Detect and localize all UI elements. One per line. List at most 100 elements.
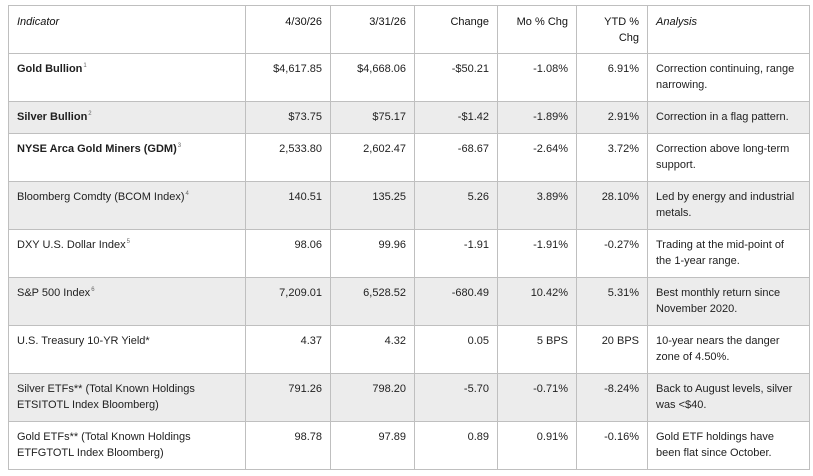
month-change-cell: 5 BPS — [497, 325, 577, 374]
table-row: DXY U.S. Dollar Index5 98.06 99.96 -1.91 -1.… — [8, 229, 810, 278]
change-cell: -$50.21 — [414, 53, 498, 102]
footnote-marker: 2 — [88, 111, 92, 118]
value-previous-cell: 798.20 — [330, 373, 415, 422]
month-change-cell: -1.91% — [497, 229, 577, 278]
value-current-cell: 98.78 — [245, 421, 331, 470]
table-row: Gold ETFs** (Total Known Holdings ETFGTO… — [8, 421, 810, 470]
value-previous-cell: $4,668.06 — [330, 53, 415, 102]
ytd-change-cell: 5.31% — [576, 277, 648, 326]
table-row: Silver Bullion2 $73.75 $75.17 -$1.42 -1.89% 2… — [8, 101, 810, 134]
value-current-cell: 4.37 — [245, 325, 331, 374]
ytd-change-cell: 20 BPS — [576, 325, 648, 374]
market-indicators-table: Indicator 4/30/26 3/31/26 Change Mo % Ch… — [8, 5, 810, 470]
change-cell: 5.26 — [414, 181, 498, 230]
change-cell: -680.49 — [414, 277, 498, 326]
indicator-name-cell: Gold Bullion1 — [8, 53, 246, 102]
indicator-name: S&P 500 Index — [17, 287, 91, 299]
indicator-name: DXY U.S. Dollar Index — [17, 239, 126, 251]
indicator-name-cell: U.S. Treasury 10-YR Yield* — [8, 325, 246, 374]
header-ytd-line2: Chg — [618, 32, 639, 44]
header-analysis: Analysis — [647, 5, 810, 54]
analysis-cell: Correction in a flag pattern. — [647, 101, 810, 134]
indicator-name: Gold Bullion — [17, 63, 83, 75]
indicator-name-cell: Silver Bullion2 — [8, 101, 246, 134]
table-row: Bloomberg Comdty (BCOM Index)4 140.51 135.… — [8, 181, 810, 230]
value-previous-cell: 99.96 — [330, 229, 415, 278]
header-month-change: Mo % Chg — [497, 5, 577, 54]
footnote-marker: 4 — [185, 191, 189, 198]
header-ytd-line1: YTD % — [604, 16, 639, 28]
indicator-name-cell: DXY U.S. Dollar Index5 — [8, 229, 246, 278]
value-previous-cell: 2,602.47 — [330, 133, 415, 182]
indicator-name: Silver Bullion — [17, 111, 88, 123]
analysis-cell: Best monthly return since November 2020. — [647, 277, 810, 326]
ytd-change-cell: 6.91% — [576, 53, 648, 102]
ytd-change-cell: -0.27% — [576, 229, 648, 278]
footnote-marker: 6 — [91, 287, 95, 294]
footnote-marker: 3 — [177, 143, 182, 150]
footnote-marker: 1 — [83, 63, 87, 70]
indicator-name-cell: Gold ETFs** (Total Known Holdings ETFGTO… — [8, 421, 246, 470]
table-row: Silver ETFs** (Total Known Holdings ETSI… — [8, 373, 810, 422]
ytd-change-cell: 28.10% — [576, 181, 648, 230]
ytd-change-cell: 2.91% — [576, 101, 648, 134]
indicator-name-cell: NYSE Arca Gold Miners (GDM)3 — [8, 133, 246, 182]
indicator-name-cell: Silver ETFs** (Total Known Holdings ETSI… — [8, 373, 246, 422]
month-change-cell: -1.89% — [497, 101, 577, 134]
table-row: Gold Bullion1 $4,617.85 $4,668.06 -$50.21 -1… — [8, 53, 810, 102]
change-cell: 0.89 — [414, 421, 498, 470]
change-cell: -1.91 — [414, 229, 498, 278]
month-change-cell: 10.42% — [497, 277, 577, 326]
value-current-cell: 2,533.80 — [245, 133, 331, 182]
header-indicator: Indicator — [8, 5, 246, 54]
indicator-name: Bloomberg Comdty (BCOM Index) — [17, 191, 185, 203]
ytd-change-cell: -8.24% — [576, 373, 648, 422]
table-header-row: Indicator 4/30/26 3/31/26 Change Mo % Ch… — [8, 5, 810, 54]
header-date-previous: 3/31/26 — [330, 5, 415, 54]
value-previous-cell: 135.25 — [330, 181, 415, 230]
value-previous-cell: 4.32 — [330, 325, 415, 374]
analysis-cell: Back to August levels, silver was <$40. — [647, 373, 810, 422]
table-row: U.S. Treasury 10-YR Yield* 4.37 4.32 0.05 5 … — [8, 325, 810, 374]
ytd-change-cell: 3.72% — [576, 133, 648, 182]
value-current-cell: $4,617.85 — [245, 53, 331, 102]
value-previous-cell: $75.17 — [330, 101, 415, 134]
month-change-cell: 3.89% — [497, 181, 577, 230]
analysis-cell: Correction continuing, range narrowing. — [647, 53, 810, 102]
value-current-cell: 140.51 — [245, 181, 331, 230]
value-current-cell: 7,209.01 — [245, 277, 331, 326]
indicator-name-cell: S&P 500 Index6 — [8, 277, 246, 326]
header-ytd-change: YTD % Chg — [576, 5, 648, 54]
header-date-current: 4/30/26 — [245, 5, 331, 54]
indicator-name: Gold ETFs** (Total Known Holdings ETFGTO… — [17, 431, 191, 459]
value-current-cell: 791.26 — [245, 373, 331, 422]
table-row: S&P 500 Index6 7,209.01 6,528.52 -680.49 10.… — [8, 277, 810, 326]
ytd-change-cell: -0.16% — [576, 421, 648, 470]
value-current-cell: 98.06 — [245, 229, 331, 278]
table-body: Gold Bullion1 $4,617.85 $4,668.06 -$50.21 -1… — [8, 53, 810, 470]
change-cell: 0.05 — [414, 325, 498, 374]
table-row: NYSE Arca Gold Miners (GDM)3 2,533.80 2,60… — [8, 133, 810, 182]
value-current-cell: $73.75 — [245, 101, 331, 134]
month-change-cell: 0.91% — [497, 421, 577, 470]
analysis-cell: 10-year nears the danger zone of 4.50%. — [647, 325, 810, 374]
analysis-cell: Led by energy and industrial metals. — [647, 181, 810, 230]
footnote-marker: 5 — [126, 239, 130, 246]
change-cell: -68.67 — [414, 133, 498, 182]
value-previous-cell: 97.89 — [330, 421, 415, 470]
month-change-cell: -2.64% — [497, 133, 577, 182]
month-change-cell: -0.71% — [497, 373, 577, 422]
indicator-name: U.S. Treasury 10-YR Yield* — [17, 335, 150, 347]
month-change-cell: -1.08% — [497, 53, 577, 102]
analysis-cell: Trading at the mid-point of the 1-year r… — [647, 229, 810, 278]
indicator-name: NYSE Arca Gold Miners (GDM) — [17, 143, 177, 155]
indicator-name-cell: Bloomberg Comdty (BCOM Index)4 — [8, 181, 246, 230]
change-cell: -$1.42 — [414, 101, 498, 134]
analysis-cell: Correction above long-term support. — [647, 133, 810, 182]
change-cell: -5.70 — [414, 373, 498, 422]
analysis-cell: Gold ETF holdings have been flat since O… — [647, 421, 810, 470]
indicator-name: Silver ETFs** (Total Known Holdings ETSI… — [17, 383, 195, 411]
value-previous-cell: 6,528.52 — [330, 277, 415, 326]
header-change: Change — [414, 5, 498, 54]
